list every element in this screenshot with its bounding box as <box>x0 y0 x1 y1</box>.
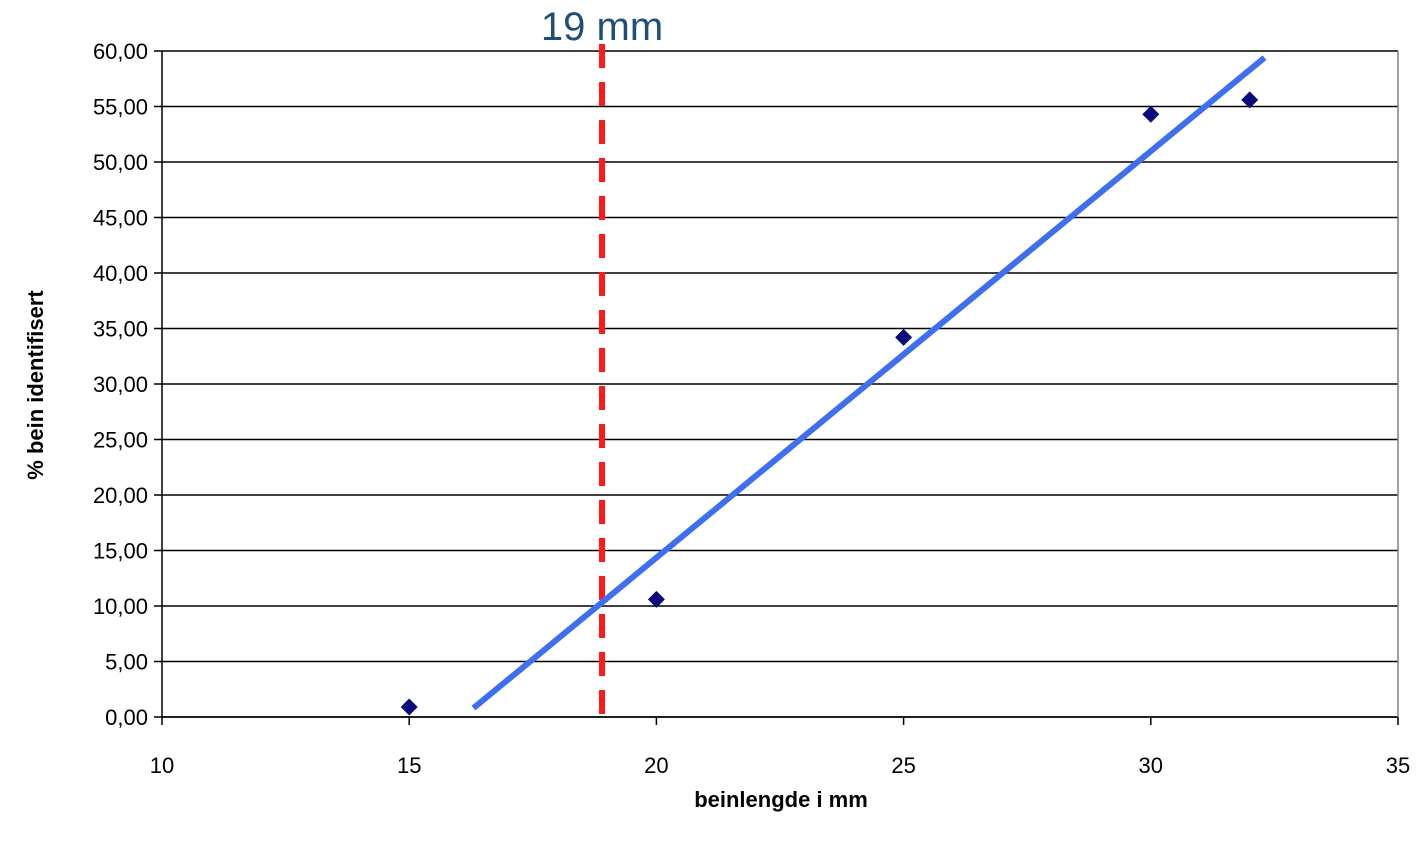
data-point <box>647 590 665 608</box>
x-tick-label: 20 <box>644 753 668 778</box>
gridlines <box>162 50 1398 718</box>
reference-line-label: 19 mm <box>541 5 663 49</box>
y-tick-label: 45,00 <box>93 206 148 231</box>
y-tick-label: 15,00 <box>93 539 148 564</box>
y-tick-label: 20,00 <box>93 483 148 508</box>
y-tick-label: 35,00 <box>93 317 148 342</box>
reference-line-group: 19 mm <box>541 5 663 717</box>
y-tick-label: 5,00 <box>105 650 148 675</box>
x-axis-title: beinlengde i mm <box>694 787 868 812</box>
y-tick-label: 50,00 <box>93 150 148 175</box>
axes <box>154 50 1399 725</box>
x-tick-label: 10 <box>150 753 174 778</box>
y-tick-label: 60,00 <box>93 39 148 64</box>
trendline-group <box>471 55 1267 711</box>
y-tick-label: 55,00 <box>93 95 148 120</box>
y-tick-label: 40,00 <box>93 261 148 286</box>
data-point <box>1142 105 1160 123</box>
y-tick-label: 0,00 <box>105 705 148 730</box>
y-tick-label: 10,00 <box>93 594 148 619</box>
x-tick-label: 15 <box>397 753 421 778</box>
data-point <box>895 328 913 346</box>
data-point <box>1241 91 1259 109</box>
x-tick-labels: 10 15 20 25 30 35 <box>150 753 1410 778</box>
data-point <box>400 698 418 716</box>
y-axis-title: % bein identifisert <box>23 290 48 480</box>
y-tick-label: 30,00 <box>93 372 148 397</box>
y-tick-labels: 0,00 5,00 10,00 15,00 20,00 25,00 30,00 35,00 40… <box>93 39 148 730</box>
x-tick-label: 35 <box>1386 753 1410 778</box>
x-tick-label: 30 <box>1139 753 1163 778</box>
y-tick-label: 25,00 <box>93 428 148 453</box>
trendline <box>471 55 1267 711</box>
x-tick-label: 25 <box>891 753 915 778</box>
data-points <box>400 91 1259 716</box>
